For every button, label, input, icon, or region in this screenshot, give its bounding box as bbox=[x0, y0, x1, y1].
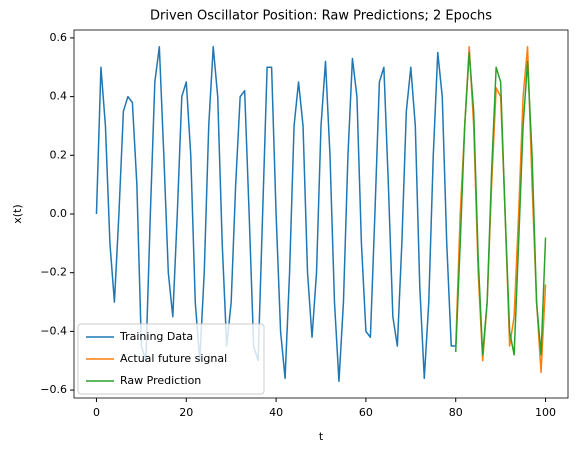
x-tick-label: 60 bbox=[359, 406, 373, 419]
legend-box bbox=[77, 323, 265, 395]
x-tick-label: 80 bbox=[449, 406, 463, 419]
y-tick-label: 0.0 bbox=[50, 207, 68, 220]
x-tick-label: 0 bbox=[93, 406, 100, 419]
series-line bbox=[95, 45, 456, 383]
y-tick-label: −0.4 bbox=[40, 324, 67, 337]
y-tick-label: −0.6 bbox=[40, 383, 67, 396]
y-tick-label: 0.2 bbox=[50, 148, 68, 161]
y-tick-label: −0.2 bbox=[40, 266, 67, 279]
series-line bbox=[454, 51, 547, 356]
x-axis-label: t bbox=[319, 430, 324, 443]
legend-label: Training Data bbox=[119, 330, 193, 343]
x-tick-label: 100 bbox=[535, 406, 556, 419]
y-tick-label: 0.4 bbox=[50, 90, 68, 103]
legend-label: Raw Prediction bbox=[120, 374, 201, 387]
axes-frame bbox=[73, 29, 569, 399]
y-axis-label: x(t) bbox=[11, 204, 24, 223]
y-tick-label: 0.6 bbox=[50, 31, 68, 44]
x-tick-label: 40 bbox=[269, 406, 283, 419]
chart-title: Driven Oscillator Position: Raw Predicti… bbox=[150, 9, 492, 24]
x-tick-label: 20 bbox=[179, 406, 193, 419]
legend-label: Actual future signal bbox=[120, 352, 227, 365]
